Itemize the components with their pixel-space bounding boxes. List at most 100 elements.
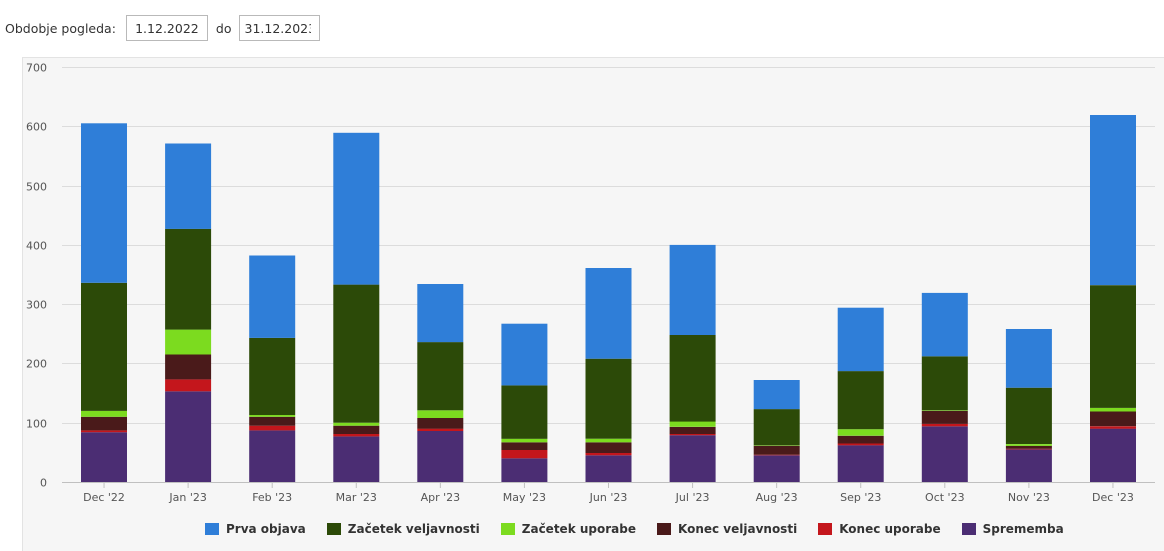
bar-stack[interactable] bbox=[417, 284, 464, 482]
bar-segment[interactable] bbox=[501, 458, 548, 482]
bar-segment[interactable] bbox=[165, 329, 212, 355]
bar-segment[interactable] bbox=[921, 410, 968, 424]
bar-segment[interactable] bbox=[81, 123, 127, 283]
bar-segment[interactable] bbox=[669, 434, 716, 436]
bar-segment[interactable] bbox=[1005, 329, 1052, 388]
bar-segment[interactable] bbox=[417, 431, 464, 482]
bar-segment[interactable] bbox=[249, 337, 296, 415]
bar-segment[interactable] bbox=[1090, 115, 1136, 286]
bar-segment[interactable] bbox=[333, 425, 380, 434]
legend-item[interactable]: Začetek veljavnosti bbox=[326, 522, 480, 536]
bar-segment[interactable] bbox=[81, 282, 127, 411]
bar-segment[interactable] bbox=[921, 423, 968, 427]
bar-segment[interactable] bbox=[165, 143, 212, 229]
bar-segment[interactable] bbox=[501, 450, 548, 459]
bar-segment[interactable] bbox=[753, 454, 800, 456]
bar-segment[interactable] bbox=[501, 442, 548, 450]
bar-stack[interactable] bbox=[333, 132, 380, 482]
bar-segment[interactable] bbox=[249, 415, 296, 417]
bar-segment[interactable] bbox=[837, 435, 884, 444]
bar-stack[interactable] bbox=[501, 323, 548, 482]
bar-segment[interactable] bbox=[165, 379, 212, 392]
legend-item[interactable]: Sprememba bbox=[961, 522, 1064, 536]
bar-segment[interactable] bbox=[585, 455, 632, 482]
bar-segment[interactable] bbox=[837, 307, 884, 372]
bar-segment[interactable] bbox=[165, 228, 212, 330]
bar-segment[interactable] bbox=[249, 255, 296, 338]
bar-segment[interactable] bbox=[333, 436, 380, 482]
bar-segment[interactable] bbox=[837, 445, 884, 482]
bar-segment[interactable] bbox=[417, 410, 464, 418]
bar-segment[interactable] bbox=[753, 445, 800, 446]
bar-segment[interactable] bbox=[921, 292, 968, 357]
bar-stack[interactable] bbox=[669, 244, 716, 482]
bar-stack[interactable] bbox=[165, 143, 212, 483]
bar-segment[interactable] bbox=[249, 430, 296, 482]
bar-segment[interactable] bbox=[333, 284, 380, 423]
bar-stack[interactable] bbox=[1090, 115, 1136, 482]
bar-segment[interactable] bbox=[1005, 387, 1052, 444]
bar-segment[interactable] bbox=[921, 426, 968, 482]
bar-segment[interactable] bbox=[501, 438, 548, 443]
bar-segment[interactable] bbox=[1090, 407, 1136, 412]
bar-segment[interactable] bbox=[585, 452, 632, 456]
bar-segment[interactable] bbox=[669, 244, 716, 335]
bar-segment[interactable] bbox=[837, 371, 884, 430]
legend-item[interactable]: Začetek uporabe bbox=[500, 522, 636, 536]
bar-segment[interactable] bbox=[837, 429, 884, 436]
bar-segment[interactable] bbox=[1005, 445, 1052, 449]
legend-label: Konec uporabe bbox=[839, 522, 941, 536]
bar-segment[interactable] bbox=[81, 416, 127, 431]
bar-segment[interactable] bbox=[417, 342, 464, 411]
bar-segment[interactable] bbox=[585, 438, 632, 443]
bar-segment[interactable] bbox=[165, 391, 212, 482]
legend-item[interactable]: Konec uporabe bbox=[818, 522, 941, 536]
bar-stack[interactable] bbox=[249, 255, 296, 483]
bar-stack[interactable] bbox=[921, 292, 968, 482]
bar-segment[interactable] bbox=[669, 435, 716, 482]
bar-segment[interactable] bbox=[585, 358, 632, 439]
bar-stack[interactable] bbox=[585, 268, 632, 482]
bar-segment[interactable] bbox=[81, 430, 127, 433]
bar-stack[interactable] bbox=[81, 123, 127, 482]
bar-segment[interactable] bbox=[1090, 426, 1136, 429]
legend-item[interactable]: Prva objava bbox=[205, 522, 306, 536]
date-from-input[interactable] bbox=[125, 15, 208, 41]
bar-segment[interactable] bbox=[501, 323, 548, 386]
bar-segment[interactable] bbox=[417, 284, 464, 343]
bar-segment[interactable] bbox=[333, 132, 380, 285]
date-to-input[interactable] bbox=[238, 15, 320, 41]
bar-segment[interactable] bbox=[753, 409, 800, 446]
bar-segment[interactable] bbox=[501, 385, 548, 439]
bar-segment[interactable] bbox=[753, 445, 800, 455]
bar-segment[interactable] bbox=[1005, 449, 1052, 482]
bar-segment[interactable] bbox=[249, 425, 296, 431]
bar-segment[interactable] bbox=[1090, 428, 1136, 482]
bar-segment[interactable] bbox=[837, 443, 884, 446]
bar-segment[interactable] bbox=[81, 432, 127, 482]
bar-segment[interactable] bbox=[585, 442, 632, 453]
bar-segment[interactable] bbox=[81, 410, 127, 417]
bar-segment[interactable] bbox=[333, 434, 380, 437]
bar-segment[interactable] bbox=[249, 416, 296, 426]
bar-segment[interactable] bbox=[753, 455, 800, 482]
bar-segment[interactable] bbox=[921, 356, 968, 411]
bar-segment[interactable] bbox=[165, 354, 212, 380]
bar-segment[interactable] bbox=[585, 268, 632, 359]
bar-segment[interactable] bbox=[417, 418, 464, 429]
bar-stack[interactable] bbox=[753, 380, 800, 482]
bar-segment[interactable] bbox=[1005, 444, 1052, 446]
bar-segment[interactable] bbox=[333, 422, 380, 426]
bar-segment[interactable] bbox=[1090, 285, 1136, 408]
bar-segment[interactable] bbox=[753, 380, 800, 410]
legend-item[interactable]: Konec veljavnosti bbox=[656, 522, 797, 536]
bar-segment[interactable] bbox=[417, 428, 464, 431]
bar-segment[interactable] bbox=[1005, 448, 1052, 450]
bar-segment[interactable] bbox=[921, 410, 968, 411]
bar-segment[interactable] bbox=[669, 426, 716, 434]
bar-segment[interactable] bbox=[1090, 411, 1136, 427]
bar-stack[interactable] bbox=[1005, 329, 1052, 482]
bar-stack[interactable] bbox=[837, 307, 884, 482]
bar-segment[interactable] bbox=[669, 335, 716, 422]
bar-segment[interactable] bbox=[669, 421, 716, 427]
